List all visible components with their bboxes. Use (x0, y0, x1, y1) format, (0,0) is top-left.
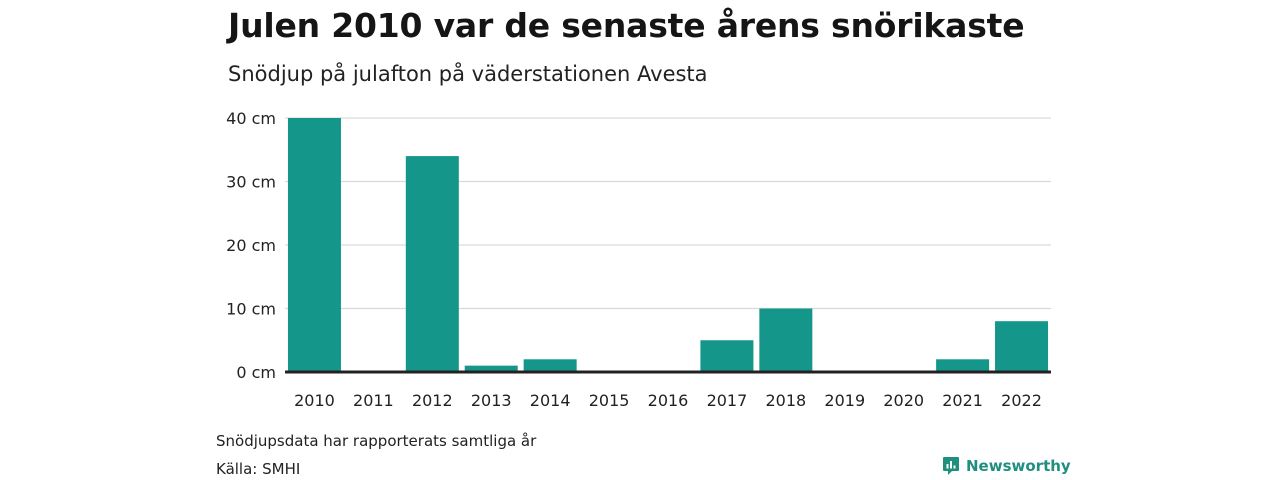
bar-2012 (405, 156, 459, 372)
bars (287, 118, 1049, 372)
brand-name: Newsworthy (966, 457, 1071, 475)
x-tick-label: 2012 (412, 391, 453, 410)
x-tick-label: 2015 (589, 391, 630, 410)
x-tick-label: 2021 (942, 391, 983, 410)
brand-logo: Newsworthy (942, 456, 1071, 476)
bar-2014 (523, 359, 577, 372)
x-axis-tick-labels: 2010 2011 2012 2013 2014 2015 2016 2017 2018 2019… (294, 391, 1042, 410)
footnote: Snödjupsdata har rapporterats samtliga å… (216, 432, 537, 450)
x-tick-label: 2014 (530, 391, 571, 410)
bar-2018 (759, 308, 813, 372)
y-tick-label: 30 cm (226, 173, 276, 192)
x-tick-label: 2011 (353, 391, 394, 410)
bar-2010 (287, 118, 341, 372)
x-tick-label: 2010 (294, 391, 335, 410)
bar-2017 (700, 340, 754, 372)
x-tick-label: 2018 (765, 391, 806, 410)
bar-2021 (936, 359, 990, 372)
x-tick-label: 2020 (883, 391, 924, 410)
x-tick-label: 2016 (648, 391, 689, 410)
x-tick-label: 2022 (1001, 391, 1042, 410)
y-axis-tick-labels: 0 cm 10 cm 20 cm 30 cm 40 cm (226, 109, 276, 382)
chart-title: Julen 2010 var de senaste årens snörikas… (228, 6, 1025, 45)
source-credit: Källa: SMHI (216, 460, 301, 478)
x-tick-label: 2017 (707, 391, 748, 410)
bar-2013 (464, 365, 518, 372)
x-tick-label: 2013 (471, 391, 512, 410)
y-tick-label: 10 cm (226, 300, 276, 319)
y-tick-label: 20 cm (226, 236, 276, 255)
gridlines (285, 117, 1051, 310)
y-tick-label: 0 cm (236, 363, 276, 382)
newsworthy-logo-icon (943, 457, 959, 475)
x-tick-label: 2019 (824, 391, 865, 410)
bar-2022 (995, 321, 1049, 372)
y-tick-label: 40 cm (226, 109, 276, 128)
chart-subtitle: Snödjup på julafton på väderstationen Av… (228, 62, 708, 86)
